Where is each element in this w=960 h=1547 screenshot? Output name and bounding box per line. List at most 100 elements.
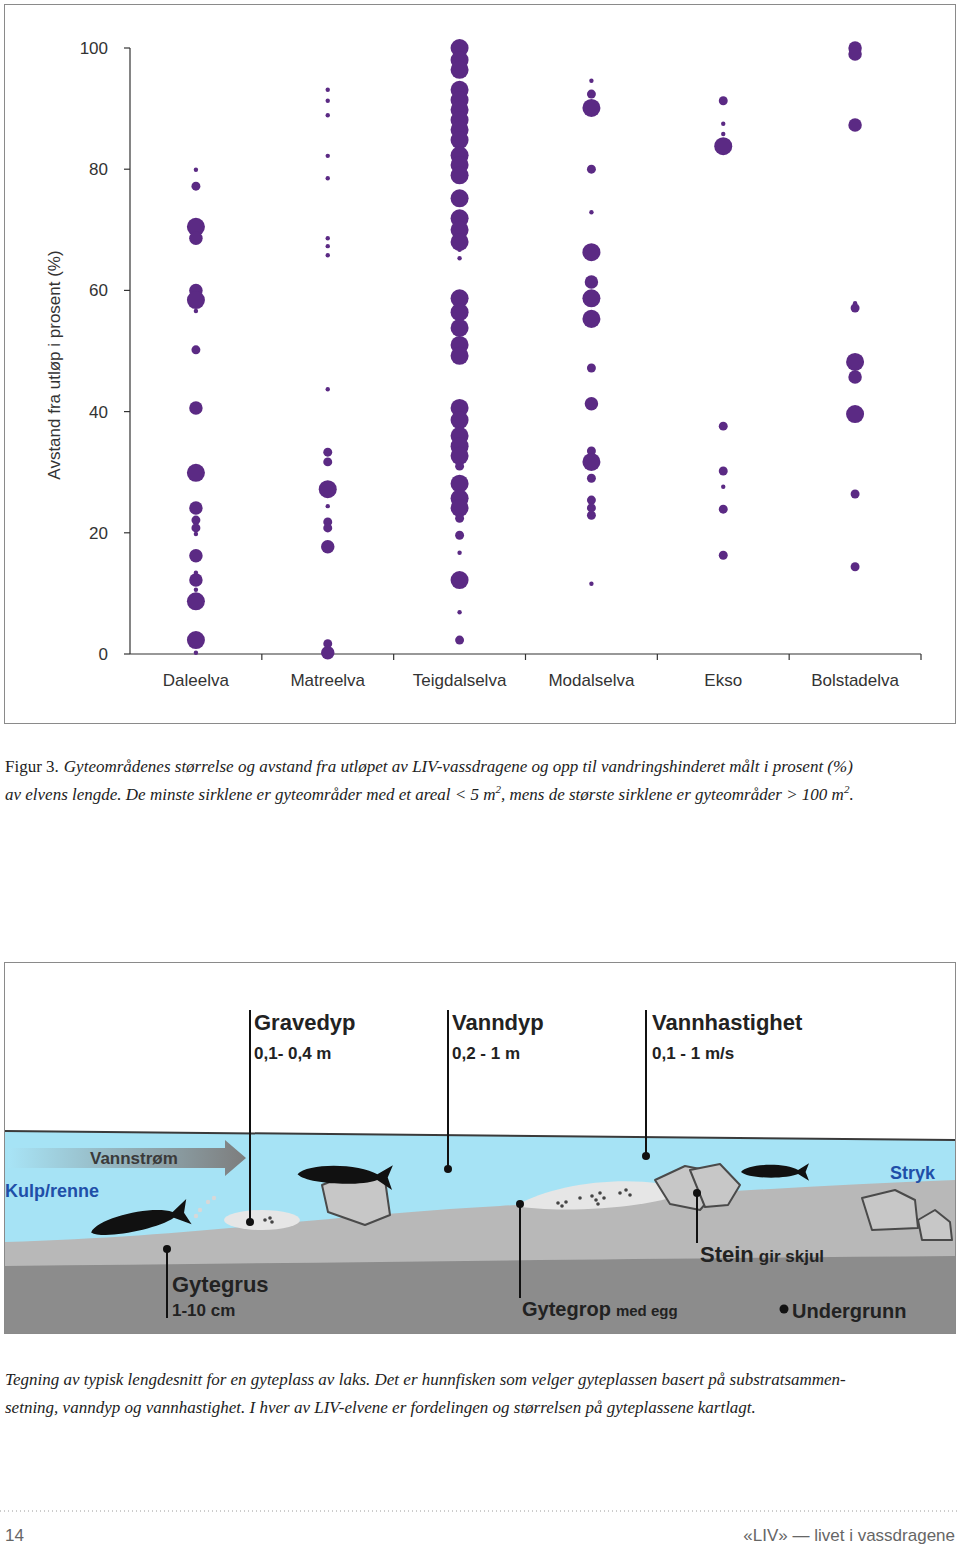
bubble xyxy=(582,310,600,328)
bubble xyxy=(187,291,205,309)
bubble xyxy=(846,353,864,371)
callout: Gravedyp xyxy=(254,1010,356,1035)
y-tick xyxy=(124,169,130,170)
zone-label: Stryk xyxy=(890,1163,936,1183)
bubble xyxy=(194,532,198,536)
callout-title: Stein xyxy=(700,1242,754,1267)
diagram-caption-line: setning, vanndyp og vannhastighet. I hve… xyxy=(5,1398,756,1417)
caption-text: Gyteområdenes størrelse og avstand fra u… xyxy=(64,757,853,776)
callout-title: Gravedyp xyxy=(254,1010,356,1035)
callout-detail: gir skjul xyxy=(759,1247,824,1266)
gravel-particle xyxy=(206,1200,210,1204)
callout-title: Vanndyp xyxy=(452,1010,544,1035)
footer-rule xyxy=(0,1511,960,1512)
leader-line xyxy=(166,1249,168,1318)
egg xyxy=(590,1194,594,1198)
callout-detail: 0,1- 0,4 m xyxy=(254,1044,332,1063)
y-tick-label: 20 xyxy=(89,524,108,543)
page-number: 14 xyxy=(5,1526,24,1545)
bubble xyxy=(589,79,593,83)
caption-text: , mens de største sirklene er gyteområde… xyxy=(501,785,844,804)
bubble xyxy=(719,505,728,514)
gravel-particle xyxy=(194,1214,198,1218)
bubble xyxy=(323,457,332,466)
bubble xyxy=(587,90,596,99)
egg xyxy=(602,1196,606,1200)
category-label: Modalselva xyxy=(548,671,635,690)
bubbles xyxy=(187,39,864,660)
bubble xyxy=(187,464,205,482)
bubble xyxy=(189,401,202,414)
water xyxy=(5,1131,955,1333)
caption-line: av elvens lengde. De minste sirklene er … xyxy=(5,783,854,804)
egg xyxy=(594,1198,598,1202)
redd xyxy=(224,1210,300,1230)
callout-title: Gytegrop xyxy=(522,1298,611,1320)
y-axis-label: Avstand fra utløp i prosent (%) xyxy=(45,250,64,479)
publication: «LIV» — livet i vassdragene xyxy=(743,1526,955,1545)
bubble xyxy=(719,551,728,560)
leader-dot xyxy=(246,1218,254,1226)
bubble xyxy=(194,651,198,655)
callout-title: Vannhastighet xyxy=(652,1010,803,1035)
y-tick xyxy=(124,47,130,48)
bubble xyxy=(851,490,860,499)
page: 020406080100DaleelvaMatreelvaTeigdalselv… xyxy=(0,0,960,1547)
y-tick-label: 60 xyxy=(89,281,108,300)
egg xyxy=(578,1196,582,1200)
bubble xyxy=(323,523,332,532)
bubble xyxy=(589,582,593,586)
bubble xyxy=(451,189,469,207)
diagram-frame xyxy=(5,963,956,1334)
egg xyxy=(564,1200,568,1204)
stone xyxy=(918,1210,952,1240)
bubble xyxy=(326,244,330,248)
bubble xyxy=(851,304,860,313)
flow-label: Vannstrøm xyxy=(90,1149,178,1168)
egg xyxy=(560,1204,564,1208)
egg xyxy=(268,1216,272,1220)
caption-line: Figur 3.Gyteområdenes størrelse og avsta… xyxy=(5,757,853,776)
bubble xyxy=(191,345,200,354)
bubble xyxy=(719,422,728,431)
bubble xyxy=(451,319,469,337)
bubble xyxy=(326,253,330,257)
bubble xyxy=(451,303,469,321)
flow-arrow xyxy=(8,1140,246,1176)
caption-text: . xyxy=(849,785,853,804)
egg xyxy=(596,1202,600,1206)
bubble xyxy=(457,551,461,555)
bubble xyxy=(451,571,469,589)
bubble xyxy=(451,61,469,79)
bubble xyxy=(451,411,469,429)
bubble xyxy=(321,646,334,659)
bubble xyxy=(326,504,330,508)
bubble xyxy=(326,113,330,117)
category-label: Daleelva xyxy=(163,671,230,690)
leader-line xyxy=(249,1010,251,1222)
category-label: Ekso xyxy=(704,671,742,690)
bubble xyxy=(721,122,725,126)
bubble xyxy=(189,232,202,245)
bubble xyxy=(194,309,198,313)
gravel-particle xyxy=(198,1208,202,1212)
bubble xyxy=(587,474,596,483)
category-label: Matreelva xyxy=(290,671,365,690)
bubble xyxy=(457,248,461,252)
leader-line xyxy=(696,1193,698,1243)
bubble xyxy=(582,453,600,471)
leader-line xyxy=(447,1010,449,1169)
egg xyxy=(618,1191,622,1195)
y-tick xyxy=(124,411,130,412)
bubble xyxy=(851,562,860,571)
bubble xyxy=(587,496,596,505)
bubble xyxy=(585,275,598,288)
bubble xyxy=(326,99,330,103)
bubble xyxy=(582,289,600,307)
bubble xyxy=(455,462,464,471)
bubble xyxy=(189,549,202,562)
bubble xyxy=(585,397,598,410)
bubble xyxy=(187,631,205,649)
callout-detail: 0,1 - 1 m/s xyxy=(652,1044,734,1063)
leader-dot xyxy=(693,1189,701,1197)
